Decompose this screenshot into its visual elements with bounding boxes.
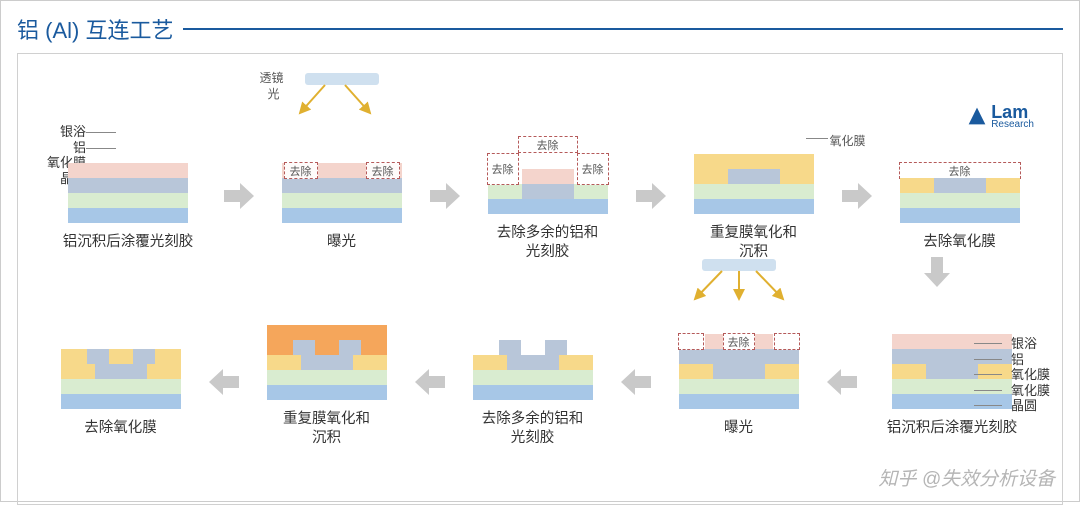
- title-row: 铝 (Al) 互连工艺: [17, 13, 1063, 45]
- arrow-down-icon: [924, 257, 954, 287]
- r-label-ox2: 氧化膜: [1011, 383, 1050, 399]
- page-title: 铝 (Al) 互连工艺: [17, 13, 173, 45]
- step-9: 重复膜氧化和 沉积: [247, 290, 407, 448]
- caption-10: 去除氧化膜: [84, 419, 157, 438]
- remove-box: 去除: [577, 153, 609, 185]
- stack-3: 去除 去除 去除: [488, 154, 608, 214]
- arrow-right-icon: [224, 181, 254, 211]
- light-rays-icon: [280, 83, 390, 123]
- step-3: 去除 去除 去除 去除多余的铝和 光刻胶: [468, 104, 628, 262]
- light-label: 光: [268, 85, 280, 102]
- watermark-text: 知乎 @失效分析设备: [878, 464, 1055, 491]
- caption-6: 铝沉积后涂覆光刻胶: [887, 419, 1018, 438]
- arrow-right-icon: [430, 181, 460, 211]
- stack-1: [68, 163, 188, 223]
- caption-7: 曝光: [724, 419, 753, 438]
- stack-10: [61, 349, 181, 409]
- diagram-frame: Lam Research 银浴 铝 氧化膜 晶圆 铝沉积后涂覆光刻胶: [17, 53, 1063, 505]
- right-leader-lines: [974, 343, 1002, 421]
- caption-2: 曝光: [327, 233, 356, 252]
- remove-box: 去除: [284, 162, 318, 179]
- oxide-callout: 氧化膜: [829, 132, 865, 149]
- arrow-right-icon: [842, 181, 872, 211]
- title-rule: [183, 28, 1063, 30]
- remove-box: 去除: [723, 333, 755, 350]
- stack-4: [694, 154, 814, 214]
- step-1: 铝沉积后涂覆光刻胶: [41, 113, 216, 252]
- step-7: 去除 曝光: [659, 299, 819, 438]
- step-10: 去除氧化膜: [41, 299, 201, 438]
- caption-9: 重复膜氧化和 沉积: [283, 410, 370, 448]
- caption-4: 重复膜氧化和 沉积: [710, 224, 797, 262]
- right-layer-labels: 银浴 铝 氧化膜 氧化膜 晶圆: [1011, 336, 1050, 414]
- arrow-right-icon: [636, 181, 666, 211]
- step-5: 去除 去除氧化膜: [880, 113, 1040, 252]
- remove-box: 去除: [366, 162, 400, 179]
- arrow-left-icon: [827, 367, 857, 397]
- arrow-left-icon: [621, 367, 651, 397]
- arrow-left-icon: [415, 367, 445, 397]
- caption-5: 去除氧化膜: [923, 233, 996, 252]
- process-row-1: 铝沉积后涂覆光刻胶 透镜 光 去除 去除: [38, 104, 1042, 262]
- r-label-wafer: 晶圆: [1011, 398, 1050, 414]
- step-2: 透镜 光 去除 去除 曝光: [262, 113, 422, 252]
- r-label-ox1: 氧化膜: [1011, 367, 1050, 383]
- r-label-pr: 银浴: [1011, 336, 1050, 352]
- stack-2: 去除 去除: [282, 163, 402, 223]
- remove-box: 去除: [487, 153, 519, 185]
- light-rays-icon: [677, 269, 801, 309]
- remove-box: 去除: [899, 162, 1021, 179]
- stack-9: [267, 325, 387, 400]
- stack-8: [473, 340, 593, 400]
- stack-7: 去除: [679, 334, 799, 409]
- step-4: 氧化膜 重复膜氧化和 沉积: [674, 104, 834, 262]
- caption-8: 去除多余的铝和 光刻胶: [482, 410, 584, 448]
- r-label-al: 铝: [1011, 352, 1050, 368]
- oxide-leader: [806, 138, 828, 139]
- step-8: 去除多余的铝和 光刻胶: [453, 290, 613, 448]
- caption-3: 去除多余的铝和 光刻胶: [497, 224, 599, 262]
- remove-box: [678, 333, 704, 350]
- remove-box: 去除: [518, 136, 578, 153]
- remove-box: [774, 333, 800, 350]
- stack-5: 去除: [900, 163, 1020, 223]
- caption-1: 铝沉积后涂覆光刻胶: [63, 233, 194, 252]
- arrow-left-icon: [209, 367, 239, 397]
- process-row-2: 去除氧化膜: [38, 290, 1042, 448]
